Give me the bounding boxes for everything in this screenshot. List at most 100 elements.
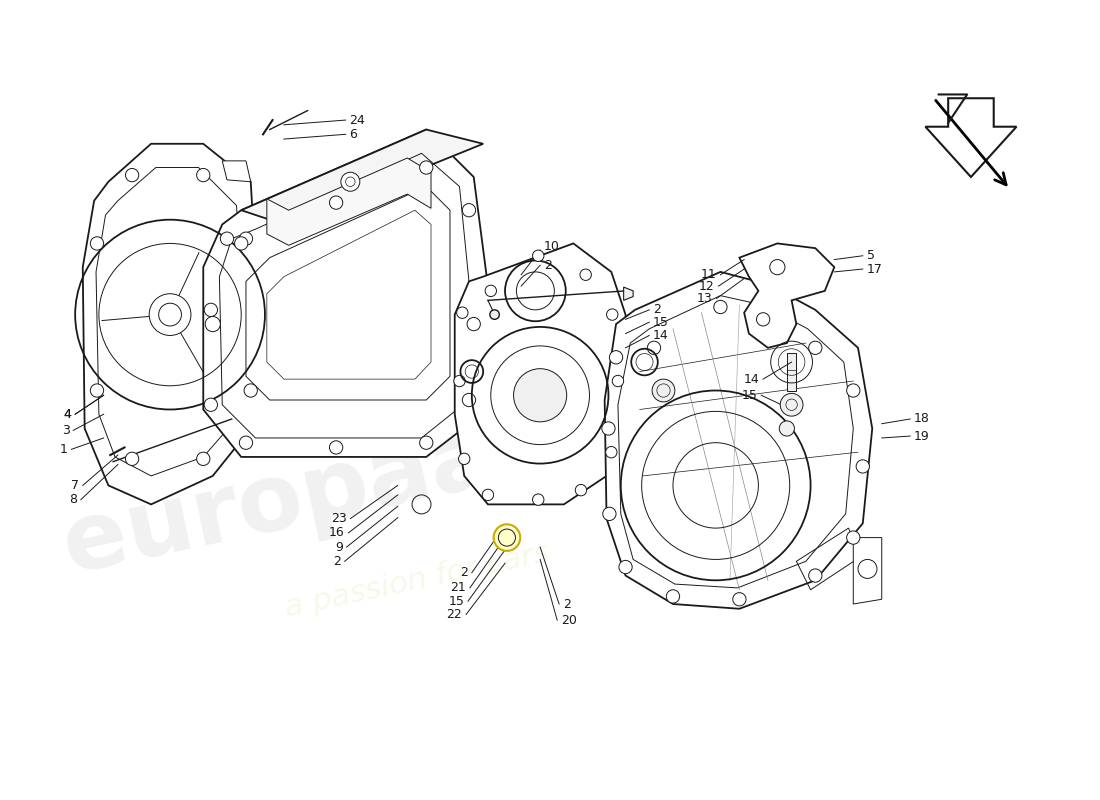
Circle shape bbox=[609, 350, 623, 364]
Polygon shape bbox=[82, 144, 261, 504]
Circle shape bbox=[856, 460, 869, 473]
Text: 14: 14 bbox=[653, 329, 669, 342]
Circle shape bbox=[603, 507, 616, 521]
Circle shape bbox=[613, 375, 624, 386]
Text: 1085: 1085 bbox=[664, 417, 739, 459]
Text: 4: 4 bbox=[64, 408, 72, 421]
Circle shape bbox=[459, 453, 470, 465]
Circle shape bbox=[205, 398, 218, 411]
Circle shape bbox=[90, 237, 103, 250]
Circle shape bbox=[197, 452, 210, 466]
Circle shape bbox=[606, 309, 618, 320]
Circle shape bbox=[602, 422, 615, 435]
Circle shape bbox=[454, 375, 465, 386]
Circle shape bbox=[619, 560, 632, 574]
Text: 15: 15 bbox=[449, 594, 464, 608]
Text: 6: 6 bbox=[350, 128, 358, 141]
Circle shape bbox=[847, 384, 860, 397]
Circle shape bbox=[532, 494, 543, 506]
Circle shape bbox=[648, 341, 661, 354]
Circle shape bbox=[808, 341, 822, 354]
Text: 23: 23 bbox=[331, 512, 346, 525]
Polygon shape bbox=[222, 161, 251, 182]
Text: 17: 17 bbox=[867, 262, 882, 275]
Circle shape bbox=[606, 446, 617, 458]
Text: 9: 9 bbox=[334, 541, 343, 554]
Text: 2: 2 bbox=[460, 566, 467, 579]
Circle shape bbox=[652, 379, 675, 402]
Circle shape bbox=[485, 285, 496, 297]
Text: 12: 12 bbox=[698, 280, 715, 293]
Text: 10: 10 bbox=[543, 240, 560, 253]
Circle shape bbox=[220, 232, 233, 246]
Polygon shape bbox=[267, 158, 431, 246]
Circle shape bbox=[580, 269, 592, 281]
Text: 11: 11 bbox=[701, 268, 716, 282]
Circle shape bbox=[575, 485, 586, 496]
Text: 15: 15 bbox=[741, 389, 758, 402]
Text: 5: 5 bbox=[867, 250, 875, 262]
Circle shape bbox=[462, 203, 475, 217]
Circle shape bbox=[125, 169, 139, 182]
Circle shape bbox=[482, 489, 494, 501]
Polygon shape bbox=[624, 287, 634, 300]
Text: 4: 4 bbox=[64, 408, 72, 421]
Circle shape bbox=[234, 237, 248, 250]
Circle shape bbox=[757, 313, 770, 326]
Circle shape bbox=[667, 590, 680, 603]
Circle shape bbox=[205, 303, 218, 317]
Text: europaares: europaares bbox=[55, 378, 665, 594]
Text: 13: 13 bbox=[697, 292, 713, 305]
Circle shape bbox=[150, 294, 191, 335]
Circle shape bbox=[779, 421, 794, 436]
Text: 7: 7 bbox=[72, 479, 79, 492]
Polygon shape bbox=[204, 130, 488, 457]
Circle shape bbox=[808, 569, 822, 582]
Circle shape bbox=[468, 318, 481, 330]
Text: 8: 8 bbox=[69, 493, 77, 506]
Circle shape bbox=[330, 441, 343, 454]
Circle shape bbox=[244, 384, 257, 397]
Text: 21: 21 bbox=[450, 582, 466, 594]
Text: 22: 22 bbox=[447, 608, 462, 621]
Text: 19: 19 bbox=[914, 430, 929, 442]
Circle shape bbox=[847, 531, 860, 544]
Circle shape bbox=[490, 310, 499, 319]
Text: 24: 24 bbox=[350, 114, 365, 126]
Circle shape bbox=[714, 300, 727, 314]
Circle shape bbox=[240, 436, 253, 450]
Circle shape bbox=[125, 452, 139, 466]
Circle shape bbox=[733, 593, 746, 606]
Polygon shape bbox=[605, 272, 872, 609]
Circle shape bbox=[341, 172, 360, 191]
Polygon shape bbox=[854, 538, 882, 604]
Text: 16: 16 bbox=[329, 526, 344, 539]
Circle shape bbox=[462, 394, 475, 406]
Polygon shape bbox=[786, 353, 796, 390]
Text: 20: 20 bbox=[561, 614, 576, 626]
Circle shape bbox=[206, 317, 220, 332]
Text: 1: 1 bbox=[59, 443, 67, 456]
Circle shape bbox=[514, 369, 566, 422]
Circle shape bbox=[419, 436, 433, 450]
Text: 2: 2 bbox=[543, 258, 552, 272]
Text: a passion for cars: a passion for cars bbox=[282, 538, 552, 622]
Circle shape bbox=[330, 196, 343, 210]
Text: 3: 3 bbox=[62, 424, 69, 437]
Text: 2: 2 bbox=[563, 598, 571, 610]
Text: 18: 18 bbox=[914, 413, 929, 426]
Text: 15: 15 bbox=[653, 316, 669, 329]
Text: 2: 2 bbox=[333, 555, 341, 568]
Circle shape bbox=[90, 384, 103, 397]
Circle shape bbox=[240, 232, 253, 246]
Circle shape bbox=[780, 394, 803, 416]
Polygon shape bbox=[739, 243, 834, 348]
Text: 14: 14 bbox=[744, 373, 759, 386]
Polygon shape bbox=[454, 243, 630, 504]
Circle shape bbox=[456, 307, 468, 318]
Circle shape bbox=[532, 250, 543, 262]
Circle shape bbox=[197, 169, 210, 182]
Text: 2: 2 bbox=[653, 303, 661, 316]
Circle shape bbox=[419, 161, 433, 174]
Circle shape bbox=[494, 524, 520, 551]
